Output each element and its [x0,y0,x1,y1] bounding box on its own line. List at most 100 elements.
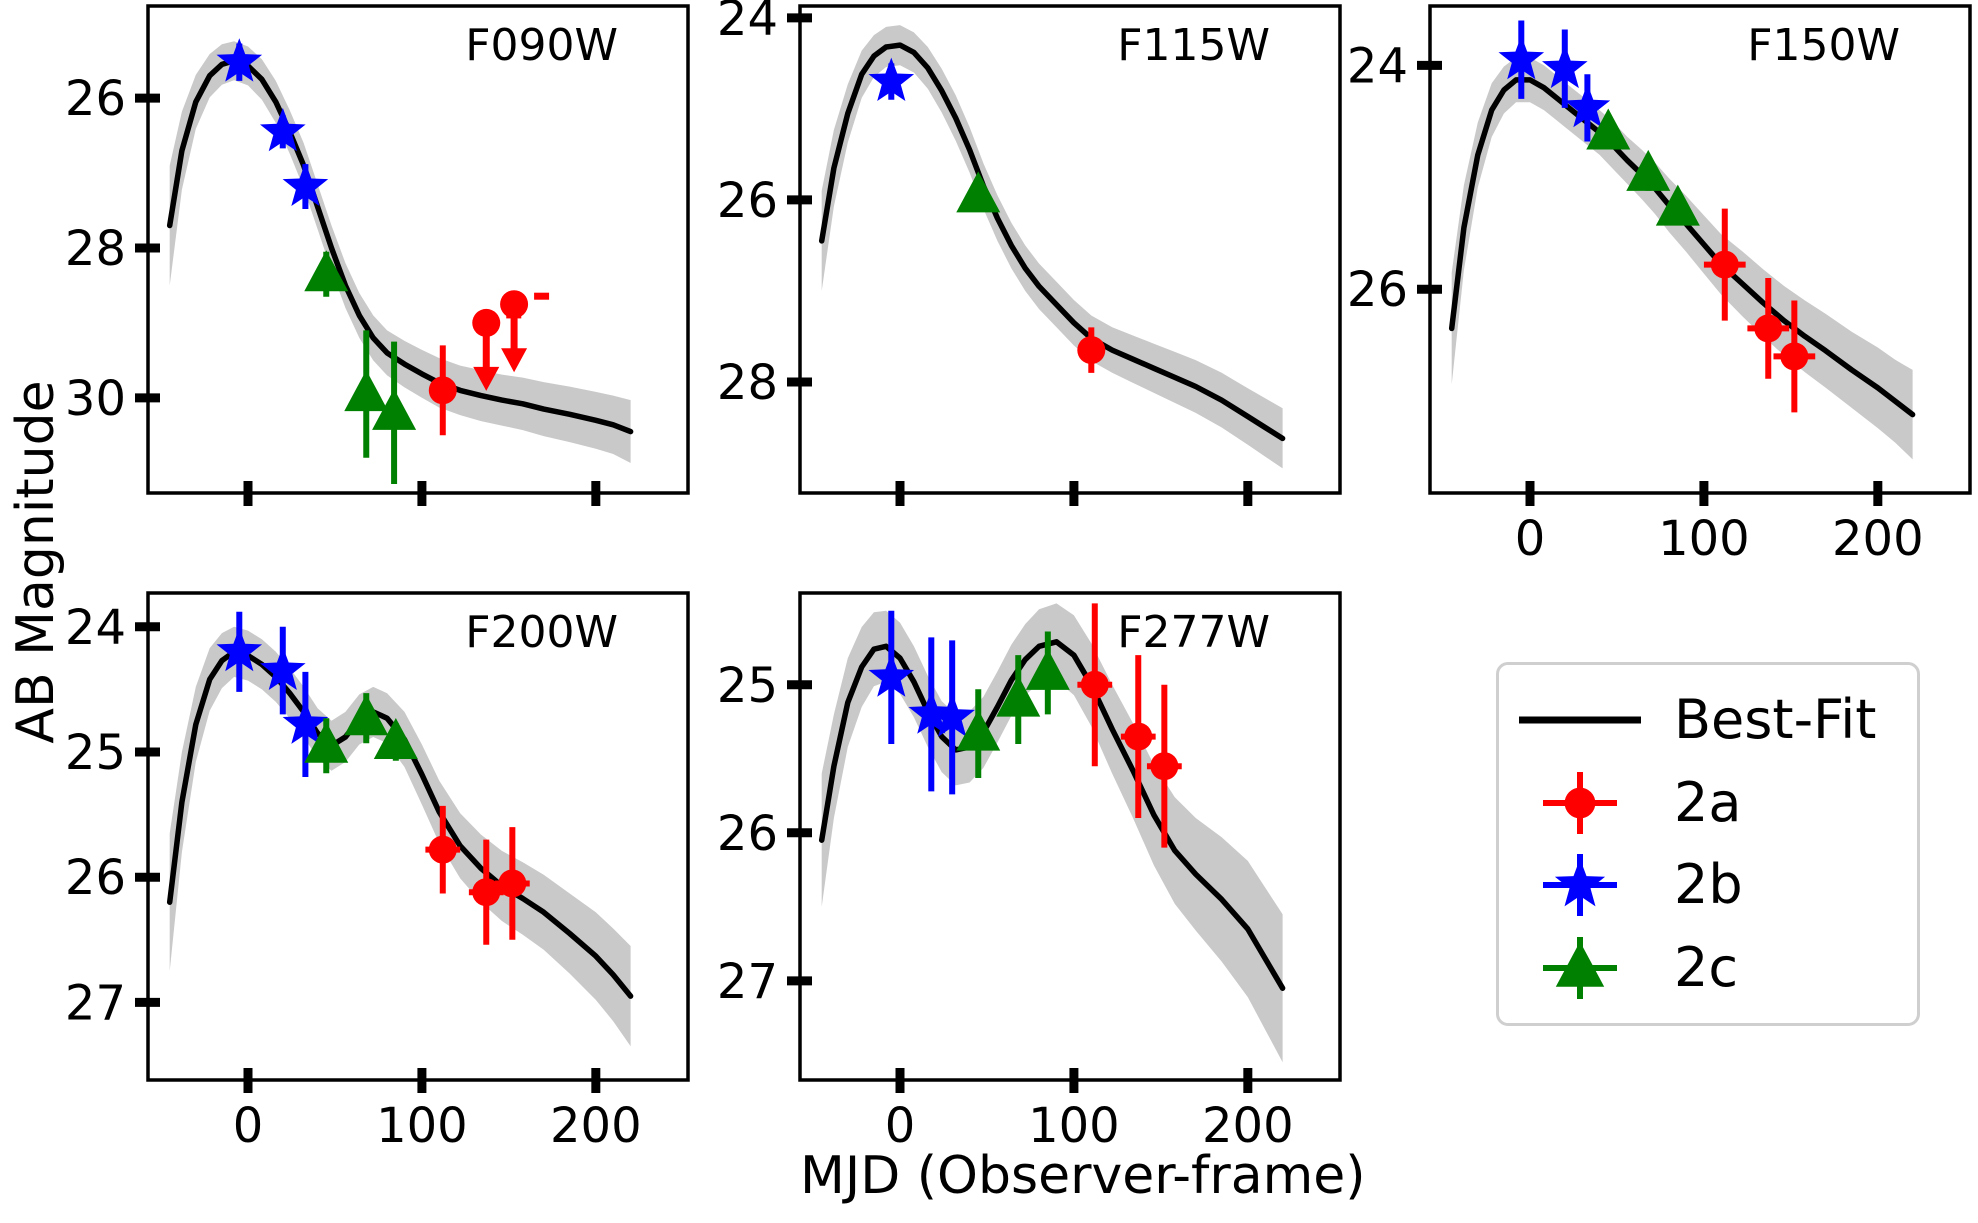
circle-marker [1150,752,1179,781]
circle-marker [472,308,501,337]
circle-marker [498,869,527,898]
green-triangle-marker-icon [1543,936,1617,999]
x-tick-label: 0 [233,1098,264,1154]
triangle-marker [372,388,417,430]
red-circle-marker-icon [1543,771,1617,834]
legend: Best-Fit 2a 2b 2c [1496,662,1920,1026]
legend-entry-best-fit: Best-Fit [1513,685,1903,755]
circle-marker [1080,670,1109,699]
uncertainty-band [1451,57,1913,460]
best-fit-curve [818,42,1286,442]
limit-arrow-head [473,366,500,391]
triangle-marker [1586,108,1631,150]
uncertainty-band [821,25,1283,469]
series-2c [304,250,417,485]
panel-title: F150W [1747,20,1900,71]
upper-limit [500,290,550,373]
y-axis-label: AB Magnitude [6,380,66,744]
triangle-marker [344,370,389,412]
best-fit-curve [1448,77,1916,418]
circle-marker [472,878,501,907]
plot-area [166,38,634,485]
y-tick-label: 25 [717,658,778,714]
x-tick-label: 100 [1658,511,1750,567]
series-2c [1586,108,1700,226]
series-2a [1077,603,1182,848]
panel-f277w: 0 100 200 25 26 27 F277W [717,591,1342,1154]
star-marker [260,107,306,152]
panel-title: F090W [465,20,618,71]
triangle-marker [373,717,418,759]
y-tick-label: 26 [717,806,778,862]
y-tick-label: 27 [717,954,778,1010]
series-2c [304,693,418,774]
x-tick-label: 0 [1515,511,1546,567]
series-2b [868,57,915,101]
circle-marker [1754,314,1783,343]
best-fit-line-sample [1519,716,1641,724]
x-tick-label: 100 [376,1098,468,1154]
x-tick-label: 200 [1832,511,1924,567]
circle-marker [1124,722,1153,751]
plot-area [818,25,1286,469]
circle-marker [428,835,457,864]
series-2b [216,611,329,778]
series-2a [1703,208,1816,413]
legend-entry-2c: 2c [1513,933,1903,1003]
star-marker [282,700,329,744]
y-tick-label: 28 [65,221,126,277]
upper-limit [472,308,522,391]
x-tick-label: 200 [550,1098,642,1154]
star-marker [216,38,263,82]
star-marker [1554,858,1606,907]
star-marker [282,162,329,206]
panel-title: F277W [1117,607,1270,658]
star-marker [1542,44,1588,89]
star-marker [908,690,955,734]
plot-area [166,611,634,1047]
series-2a [425,805,530,945]
panel-title: F115W [1117,20,1270,71]
circle-marker [1780,342,1809,371]
best-fit-curve [818,639,1286,991]
panel-f200w: 0 100 200 24 25 26 27 F200W [65,591,690,1154]
triangle-marker [996,675,1041,717]
legend-label-2a: 2a [1674,770,1742,834]
y-tick-label: 27 [65,975,126,1031]
circle-marker [500,290,529,319]
y-tick-label: 24 [1347,38,1408,94]
x-axis-label: MJD (Observer-frame) [800,1146,1366,1206]
y-tick-label: 26 [1347,262,1408,318]
circle-marker [1077,336,1106,365]
plot-area [818,603,1286,1063]
panel-f115w: 24 26 28 F115W [717,0,1342,506]
legend-label-2c: 2c [1674,935,1739,999]
triangle-marker [1025,648,1070,690]
y-tick-label: 24 [65,600,126,656]
star-marker [1498,35,1545,80]
x-tick-label: 200 [1202,1098,1294,1154]
plot-area [1448,20,1916,460]
series-2a [428,290,550,436]
panel-f150w: 0 100 200 24 26 F150W [1347,4,1972,567]
blue-star-marker-icon [1543,854,1617,917]
x-tick-label: 100 [1028,1098,1120,1154]
triangle-marker [956,171,1001,213]
triangle-marker [1555,941,1605,987]
series-2a [1077,327,1106,373]
legend-entry-2b: 2b [1513,850,1903,920]
panel-title: F200W [465,607,618,658]
series-2c [956,631,1070,779]
y-tick-label: 28 [717,355,778,411]
y-tick-label: 25 [65,725,126,781]
y-tick-label: 24 [717,0,778,47]
legend-label-best-fit: Best-Fit [1674,688,1877,752]
y-tick-label: 26 [717,173,778,229]
legend-entry-2a: 2a [1513,768,1903,838]
y-tick-label: 26 [65,71,126,127]
series-2b [216,38,329,210]
triangle-marker [1626,149,1671,191]
y-tick-label: 26 [65,850,126,906]
panel-f090w: 26 28 30 F090W [65,4,690,506]
